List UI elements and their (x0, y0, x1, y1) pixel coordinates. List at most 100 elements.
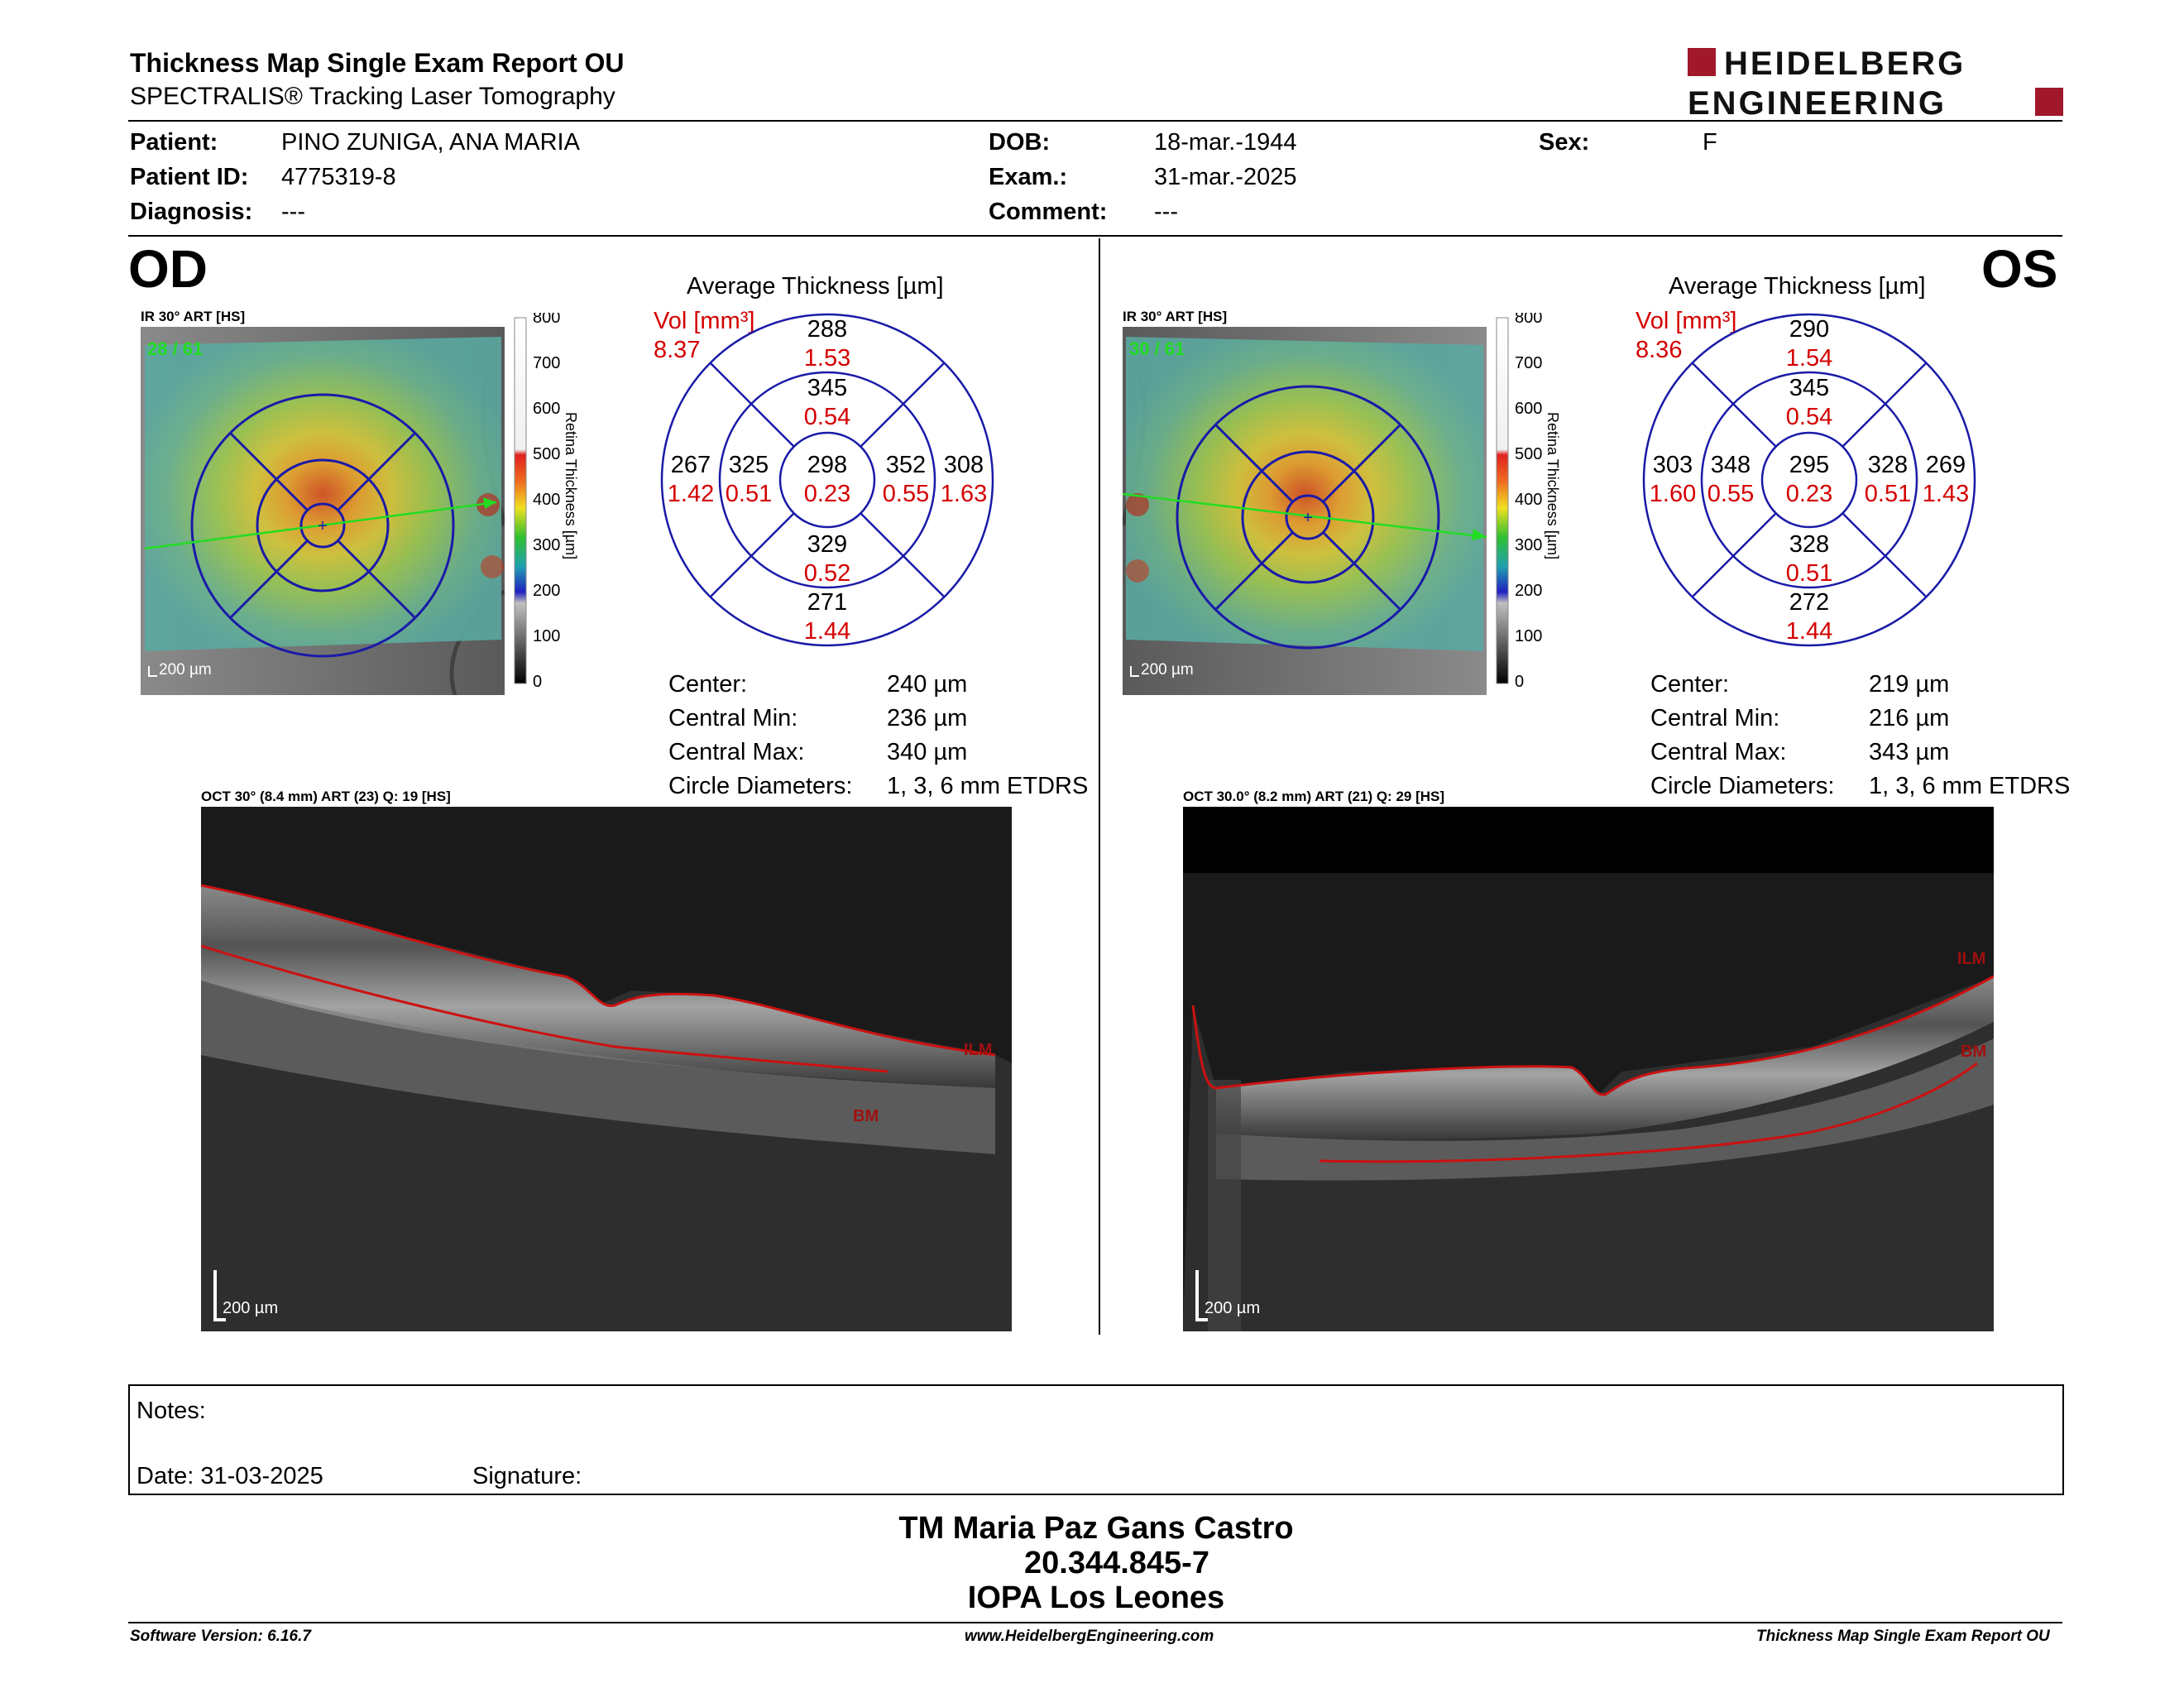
os-min-value: 216 µm (1869, 705, 1950, 731)
svg-text:+: + (318, 517, 328, 535)
od-inner-temporal-vol: 0.51 (726, 481, 772, 507)
os-slice-counter: 30 / 61 (1129, 338, 1185, 359)
od-vol-value: 8.37 (654, 337, 701, 363)
os-thickness-colorbar: 800 700 600 500 400 300 200 100 0 Retina… (1496, 313, 1559, 691)
cbar-tick: 300 (1515, 536, 1542, 554)
os-oct-scale: 200 µm (1205, 1299, 1260, 1317)
od-max-value: 340 µm (887, 739, 968, 765)
os-eye-label: OS (1981, 239, 2058, 299)
os-oct-caption: OCT 30.0° (8.2 mm) ART (21) Q: 29 [HS] (1183, 789, 1445, 804)
od-outer-superior: 288 (807, 316, 847, 343)
cbar-tick: 300 (533, 536, 560, 554)
os-inner-nasal: 348 (1711, 452, 1751, 478)
exam-label: Exam.: (989, 164, 1068, 190)
od-outer-temporal: 267 (671, 452, 711, 478)
os-avg-title: Average Thickness [µm] (1669, 273, 1926, 300)
cbar-title: Retina Thickness [µm] (563, 412, 577, 559)
od-inner-inferior-vol: 0.52 (804, 560, 850, 587)
os-outer-superior: 290 (1789, 316, 1829, 343)
od-oct-scale: 200 µm (223, 1299, 278, 1317)
cbar-tick: 100 (1515, 627, 1542, 645)
od-etdrs-grid: 288 1.53 345 0.54 267 1.42 325 0.51 298 … (660, 313, 994, 647)
od-outer-nasal-vol: 1.63 (941, 481, 987, 507)
signer-id: 20.344.845-7 (1024, 1546, 1209, 1580)
os-outer-nasal-vol: 1.60 (1650, 481, 1696, 507)
od-eye-label: OD (128, 239, 208, 299)
website-link[interactable]: www.HeidelbergEngineering.com (965, 1628, 1214, 1645)
cbar-tick: 500 (1515, 445, 1542, 463)
os-diam-value: 1, 3, 6 mm ETDRS (1869, 773, 2071, 799)
os-max-label: Central Max: (1650, 739, 1787, 765)
od-inner-superior: 345 (807, 375, 847, 401)
cbar-tick: 400 (1515, 491, 1542, 509)
cbar-tick: 0 (1515, 673, 1524, 691)
cbar-tick: 600 (533, 400, 560, 418)
cbar-tick: 700 (1515, 354, 1542, 372)
os-inner-nasal-vol: 0.55 (1707, 481, 1754, 507)
od-inner-nasal-vol: 0.55 (883, 481, 929, 507)
os-outer-temporal: 269 (1926, 452, 1966, 478)
od-oct-bscan: ILM BM 200 µm (201, 807, 1012, 1331)
patient-id-label: Patient ID: (130, 164, 249, 190)
svg-text:+: + (1303, 509, 1313, 527)
signature-label: Signature: (472, 1463, 582, 1489)
od-ilm-label: ILM (964, 1041, 992, 1059)
diagnosis-value: --- (281, 199, 305, 225)
od-oct-caption: OCT 30° (8.4 mm) ART (23) Q: 19 [HS] (201, 789, 451, 804)
od-min-value: 236 µm (887, 705, 968, 731)
sex-label: Sex: (1539, 129, 1590, 156)
od-thickness-colorbar: 800 700 600 500 400 300 200 100 0 Retina… (514, 313, 577, 691)
od-vol-label: Vol [mm³] (654, 308, 755, 334)
os-etdrs-grid: 290 1.54 345 0.54 303 1.60 348 0.55 295 … (1642, 313, 1976, 647)
cbar-tick: 700 (533, 354, 560, 372)
os-inner-inferior-vol: 0.51 (1786, 560, 1832, 587)
od-outer-nasal: 308 (944, 452, 984, 478)
os-center: 295 (1789, 452, 1829, 478)
od-bm-label: BM (853, 1107, 879, 1125)
od-ir-caption: IR 30° ART [HS] (141, 309, 246, 324)
os-diam-label: Circle Diameters: (1650, 773, 1835, 799)
od-avg-title: Average Thickness [µm] (687, 273, 944, 300)
diagnosis-label: Diagnosis: (130, 199, 253, 225)
od-outer-superior-vol: 1.53 (804, 345, 850, 372)
patient-id: 4775319-8 (281, 164, 396, 190)
cbar-tick: 500 (533, 445, 560, 463)
os-inner-temporal: 328 (1868, 452, 1908, 478)
cbar-tick: 400 (533, 491, 560, 509)
cbar-tick: 100 (533, 627, 560, 645)
os-outer-superior-vol: 1.54 (1786, 345, 1832, 372)
cbar-tick: 600 (1515, 400, 1542, 418)
cbar-tick: 800 (533, 313, 560, 327)
os-ir-scale: 200 µm (1141, 661, 1194, 679)
notes-date: Date: 31-03-2025 (136, 1463, 323, 1489)
os-min-label: Central Min: (1650, 705, 1780, 731)
os-center-value: 219 µm (1869, 671, 1950, 698)
heidelberg-logo: HEIDELBERG ENGINEERING (1688, 46, 2063, 121)
report-subtitle: SPECTRALIS® Tracking Laser Tomography (130, 83, 615, 110)
os-outer-inferior-vol: 1.44 (1786, 618, 1832, 645)
os-outer-inferior: 272 (1789, 589, 1829, 616)
os-outer-temporal-vol: 1.43 (1923, 481, 1969, 507)
os-inner-superior-vol: 0.54 (1786, 404, 1832, 430)
os-max-value: 343 µm (1869, 739, 1950, 765)
dob-value: 18-mar.-1944 (1154, 129, 1297, 156)
signer-institution: IOPA Los Leones (967, 1580, 1225, 1615)
od-outer-inferior-vol: 1.44 (804, 618, 850, 645)
patient-name: PINO ZUNIGA, ANA MARIA (281, 129, 580, 156)
os-center-label: Center: (1650, 671, 1730, 698)
od-diam-value: 1, 3, 6 mm ETDRS (887, 773, 1089, 799)
od-fundus-thickness-map: + 28 / 61 200 µm (141, 327, 505, 695)
sex-value: F (1703, 129, 1717, 156)
os-bm-label: BM (1961, 1043, 1986, 1061)
os-inner-inferior: 328 (1789, 531, 1829, 558)
cbar-tick: 200 (1515, 582, 1542, 600)
od-outer-inferior: 271 (807, 589, 847, 616)
od-inner-temporal: 325 (729, 452, 769, 478)
notes-label: Notes: (136, 1398, 206, 1424)
od-inner-inferior: 329 (807, 531, 847, 558)
os-inner-temporal-vol: 0.51 (1865, 481, 1911, 507)
os-outer-nasal: 303 (1653, 452, 1693, 478)
exam-value: 31-mar.-2025 (1154, 164, 1297, 190)
signer-name: TM Maria Paz Gans Castro (898, 1511, 1294, 1546)
od-max-label: Central Max: (668, 739, 805, 765)
